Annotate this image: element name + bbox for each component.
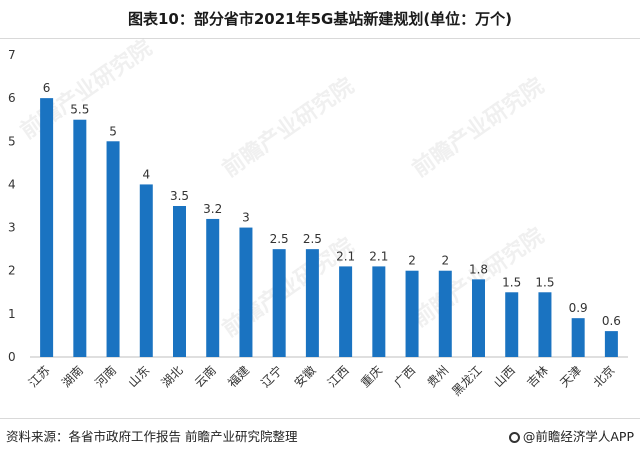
data-label: 2.5 xyxy=(270,232,289,246)
chart-title: 图表10：部分省市2021年5G基站新建规划(单位：万个) xyxy=(127,10,513,28)
y-tick-label: 6 xyxy=(8,91,16,105)
bar xyxy=(173,206,186,357)
x-tick-label: 江苏 xyxy=(26,363,53,390)
data-label: 2.1 xyxy=(369,249,388,263)
x-tick-label: 吉林 xyxy=(524,363,551,390)
bar xyxy=(305,249,319,357)
x-tick-label: 湖北 xyxy=(158,363,186,391)
bar xyxy=(139,184,153,357)
x-tick-label: 重庆 xyxy=(358,363,385,390)
data-label: 2.1 xyxy=(336,249,355,263)
x-tick-label: 山西 xyxy=(491,363,518,390)
brand-logo-icon xyxy=(508,432,520,443)
data-label: 3.2 xyxy=(203,202,222,216)
x-tick-label: 云南 xyxy=(191,363,219,391)
data-label: 5 xyxy=(109,124,117,138)
x-tick-label: 辽宁 xyxy=(258,363,286,391)
x-tick-label: 安徽 xyxy=(291,363,319,391)
y-tick-label: 0 xyxy=(8,350,16,364)
y-tick-label: 5 xyxy=(8,134,16,148)
bar xyxy=(272,249,286,357)
data-label: 1.5 xyxy=(535,275,554,289)
data-label: 4 xyxy=(142,167,150,181)
bar xyxy=(106,141,120,357)
data-label: 2 xyxy=(408,254,416,268)
data-label: 0.9 xyxy=(569,301,588,315)
brand-label: @前瞻经济学人APP xyxy=(522,429,634,444)
bar xyxy=(405,270,419,357)
data-label: 1.8 xyxy=(469,262,488,276)
data-label: 0.6 xyxy=(602,314,621,328)
data-label: 3.5 xyxy=(170,189,189,203)
data-label: 5.5 xyxy=(70,103,89,117)
y-tick-label: 1 xyxy=(8,307,16,321)
bar xyxy=(604,331,618,357)
data-label: 2 xyxy=(441,254,449,268)
x-tick-label: 北京 xyxy=(591,363,618,390)
bar xyxy=(372,266,386,357)
x-tick-label: 河南 xyxy=(92,363,120,391)
y-tick-label: 2 xyxy=(8,264,16,278)
brand-credit: @前瞻经济学人APP xyxy=(508,426,634,445)
data-label: 2.5 xyxy=(303,232,322,246)
bar xyxy=(505,292,519,357)
title-divider xyxy=(0,38,640,39)
y-tick-label: 7 xyxy=(8,48,16,62)
x-tick-label: 贵州 xyxy=(425,363,452,390)
data-label: 6 xyxy=(43,81,51,95)
data-label: 3 xyxy=(242,211,250,225)
source-note: 资料来源：各省市政府工作报告 前瞻产业研究院整理 xyxy=(6,429,298,444)
bar xyxy=(339,266,353,357)
footer-divider xyxy=(0,418,640,419)
bar xyxy=(538,292,552,357)
x-tick-label: 黑龙江 xyxy=(449,363,484,398)
x-tick-label: 天津 xyxy=(557,363,584,390)
bar xyxy=(73,119,87,357)
y-tick-label: 3 xyxy=(8,221,16,235)
x-tick-label: 湖南 xyxy=(58,363,86,391)
bar xyxy=(40,98,54,358)
data-label: 1.5 xyxy=(502,275,521,289)
x-tick-label: 山东 xyxy=(126,363,153,390)
y-tick-label: 4 xyxy=(8,177,16,191)
x-tick-label: 福建 xyxy=(224,363,252,391)
x-tick-label: 江西 xyxy=(325,363,352,390)
bar xyxy=(472,279,485,357)
bar xyxy=(438,270,452,357)
x-tick-label: 广西 xyxy=(391,363,418,390)
bar xyxy=(206,218,220,357)
bar xyxy=(571,318,585,357)
bar xyxy=(239,227,253,357)
